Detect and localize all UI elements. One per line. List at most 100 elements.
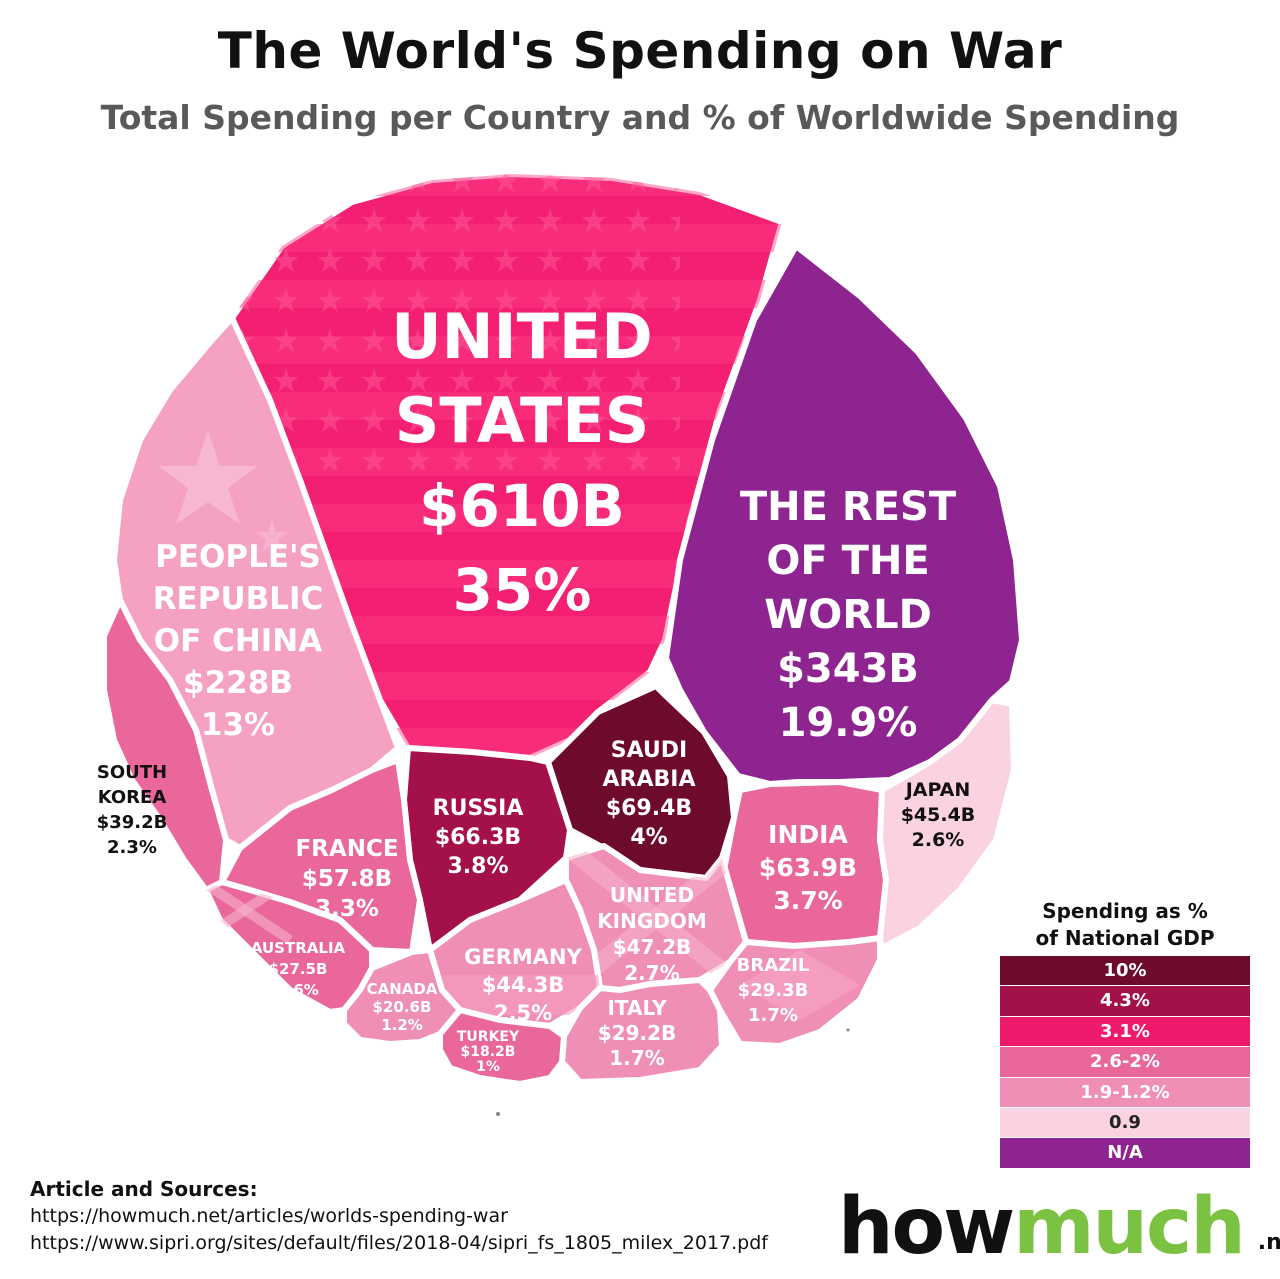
spending-label: $20.6B	[373, 998, 432, 1016]
spending-label: $27.5B	[269, 960, 328, 978]
decorative-dot	[846, 1028, 850, 1032]
voronoi-cells	[101, 171, 1025, 1087]
cell-italy	[559, 977, 725, 1085]
cell-name-label: REPUBLIC	[153, 581, 324, 617]
label-group: FRANCE $57.8B 3.3%	[295, 836, 398, 922]
cell-name-label: RUSSIA	[433, 796, 524, 821]
share-label: 1.7%	[609, 1046, 664, 1070]
share-label: 3.7%	[773, 886, 842, 915]
sources-block: Article and Sources: https://howmuch.net…	[30, 1176, 768, 1257]
spending-label: $57.8B	[302, 866, 392, 892]
gdp-legend: Spending as % of National GDP 10% 4.3% 3.1…	[1000, 898, 1250, 1169]
legend-title-line-2: of National GDP	[1035, 926, 1215, 950]
share-label: 2.7%	[624, 961, 679, 985]
label-group: RUSSIA $66.3B 3.8%	[433, 796, 524, 879]
cell-name-label: BRAZIL	[737, 955, 810, 976]
legend-item: N/A	[1000, 1138, 1250, 1169]
cell-name-label: KOREA	[98, 787, 167, 808]
cell-the-rest-of-the-world	[663, 243, 1025, 787]
chart-subtitle: Total Spending per Country and % of Worl…	[100, 98, 1180, 137]
cell-name-label: SOUTH	[97, 762, 167, 783]
cell-name-label: ARABIA	[603, 767, 696, 792]
legend-title: Spending as % of National GDP	[1000, 898, 1250, 952]
share-label: 13%	[201, 707, 275, 743]
legend-rows: 10% 4.3% 3.1% 2.6-2% 1.9-1.2% 0.9 N/A	[1000, 956, 1250, 1169]
cell-name-label: AUSTRALIA	[251, 939, 346, 957]
spending-label: $39.2B	[97, 812, 168, 833]
share-label: 2.6%	[912, 829, 965, 851]
share-label: 4%	[630, 825, 667, 850]
spending-label: $45.4B	[901, 804, 976, 826]
legend-item: 2.6-2%	[1000, 1047, 1250, 1078]
legend-title-line-1: Spending as %	[1042, 899, 1208, 923]
spending-label: $69.4B	[606, 796, 692, 821]
spending-voronoi-chart: UNITED STATES $610B 35% THE REST OF THE WORLD $…	[96, 171, 1025, 1116]
label-group: AUSTRALIA $27.5B 1.6%	[251, 939, 346, 999]
chart-title: The World's Spending on War	[217, 22, 1063, 80]
howmuch-logo: howmuch .net	[838, 1182, 1280, 1272]
spending-label: $29.3B	[738, 980, 809, 1001]
spending-label: $343B	[777, 646, 919, 692]
label-group: INDIA $63.9B 3.7%	[759, 820, 857, 915]
cell-people-s-republic-of-china	[111, 315, 401, 851]
share-label: 1%	[476, 1059, 500, 1075]
flag-texture	[232, 174, 782, 758]
cell-name-label: UNITED	[610, 883, 694, 907]
cell-name-label: KINGDOM	[597, 909, 707, 933]
share-label: 1.6%	[277, 981, 319, 999]
label-group: GERMANY $44.3B 2.5%	[464, 945, 582, 1025]
cell-japan	[877, 697, 1017, 951]
legend-item: 1.9-1.2%	[1000, 1077, 1250, 1108]
cell-turkey	[437, 1007, 567, 1087]
source-link-article[interactable]: https://howmuch.net/articles/worlds-spen…	[30, 1205, 508, 1227]
logo-how: how	[838, 1182, 1015, 1272]
sources-heading: Article and Sources:	[30, 1177, 258, 1201]
share-label: 3.8%	[447, 854, 508, 879]
share-label: 1.2%	[381, 1016, 423, 1034]
cell-name-label: CANADA	[367, 980, 438, 998]
flag-texture	[158, 430, 288, 552]
spending-label: $18.2B	[461, 1044, 516, 1060]
label-group: TURKEY$18.2B1%	[457, 1029, 520, 1075]
cell-name-label: FRANCE	[295, 836, 398, 862]
share-label: 19.9%	[779, 700, 918, 746]
cell-name-label: OF CHINA	[154, 623, 323, 659]
cell-canada	[341, 947, 463, 1047]
share-label: 3.3%	[315, 896, 379, 922]
share-label: 1.7%	[748, 1005, 798, 1026]
label-group: ITALY$29.2B1.7%	[598, 996, 677, 1070]
spending-label: $47.2B	[613, 935, 692, 959]
cell-name-label: ITALY	[607, 996, 667, 1020]
decorative-dot	[496, 1112, 500, 1116]
spending-label: $29.2B	[598, 1021, 677, 1045]
cell-name-label: SAUDI	[611, 738, 688, 763]
source-link-sipri[interactable]: https://www.sipri.org/sites/default/file…	[30, 1232, 768, 1254]
cell-name-label: OF THE	[766, 538, 929, 584]
share-label: 35%	[453, 556, 592, 624]
label-group: CANADA$20.6B1.2%	[367, 980, 438, 1034]
cell-name-label: WORLD	[764, 592, 932, 638]
cell-name-label: STATES	[395, 384, 650, 457]
label-group: THE REST OF THE WORLD $343B 19.9%	[740, 484, 957, 746]
spending-label: $44.3B	[482, 973, 564, 997]
share-label: 2.5%	[494, 1001, 552, 1025]
cell-name-label: TURKEY	[457, 1029, 520, 1045]
label-group: BRAZIL $29.3B 1.7%	[737, 955, 810, 1026]
cell-labels: UNITED STATES $610B 35% THE REST OF THE WORLD $…	[97, 300, 976, 1075]
legend-item: 3.1%	[1000, 1016, 1250, 1048]
label-group: SAUDI ARABIA $69.4B 4%	[603, 738, 696, 850]
spending-label: $63.9B	[759, 853, 857, 882]
logo-net: .net	[1257, 1230, 1280, 1255]
legend-item: 10%	[1000, 956, 1250, 987]
cell-name-label: GERMANY	[464, 945, 582, 969]
spending-label: $66.3B	[435, 825, 521, 850]
legend-item: 4.3%	[1000, 986, 1250, 1017]
label-group: UNITED STATES $610B 35%	[391, 300, 652, 624]
logo-much: much	[1013, 1182, 1246, 1272]
cell-name-label: PEOPLE'S	[155, 539, 321, 575]
spending-label: $610B	[419, 472, 625, 540]
cell-name-label: INDIA	[768, 820, 848, 849]
legend-item: 0.9	[1000, 1107, 1250, 1139]
label-group: SOUTH KOREA $39.2B 2.3%	[97, 762, 168, 858]
